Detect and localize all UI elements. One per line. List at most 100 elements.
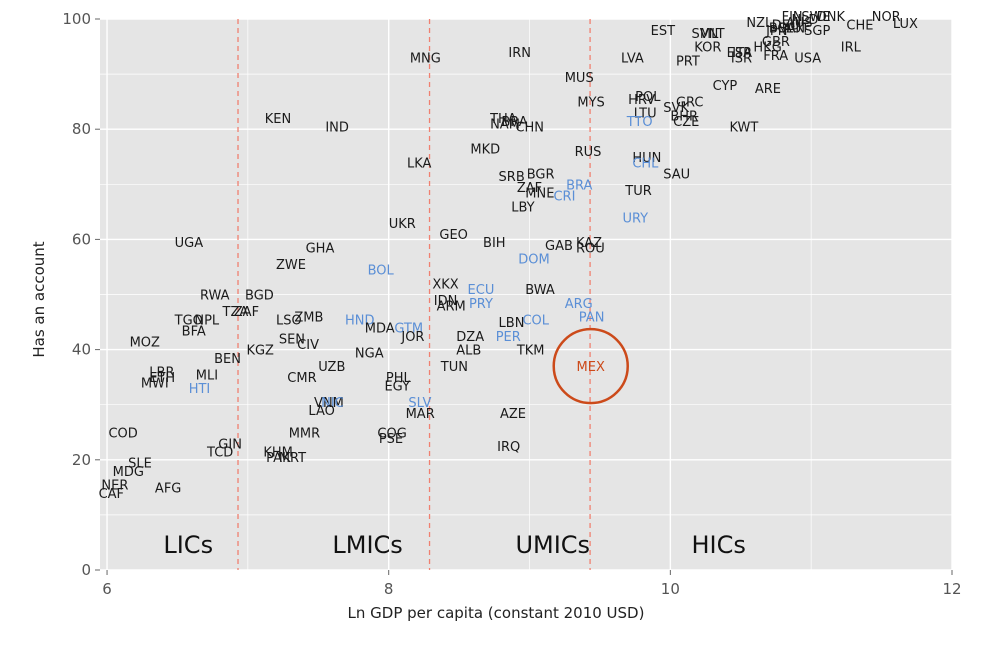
- country-label: CRI: [553, 189, 575, 204]
- country-label: BOL: [368, 264, 395, 279]
- country-label: ESP: [727, 46, 751, 61]
- country-label: LUX: [893, 17, 918, 32]
- country-label: GRC: [676, 96, 704, 111]
- country-label: TUN: [440, 360, 468, 375]
- country-label: MMR: [289, 426, 320, 441]
- country-label: IND: [325, 120, 349, 135]
- country-label: DZA: [456, 330, 484, 345]
- region-label: LICs: [163, 531, 213, 559]
- country-label: TZA: [222, 305, 249, 320]
- y-axis-title: Has an account: [30, 241, 48, 357]
- country-label: PAK: [266, 451, 291, 466]
- y-tick-label: 100: [62, 10, 91, 28]
- y-tick-label: 20: [72, 451, 91, 469]
- country-label: BFA: [182, 324, 206, 339]
- country-label: PAN: [579, 311, 605, 326]
- country-label: TCD: [206, 446, 233, 461]
- country-label: AUS: [786, 16, 813, 31]
- x-axis-title: Ln GDP per capita (constant 2010 USD): [348, 604, 645, 622]
- country-label: GHA: [306, 242, 335, 257]
- country-label: MAR: [406, 407, 435, 422]
- country-label: TTO: [626, 115, 653, 130]
- country-label: MYS: [577, 96, 604, 111]
- country-label: ZWE: [276, 258, 306, 273]
- country-label: ECU: [468, 283, 495, 298]
- country-label: ZAF: [234, 305, 259, 320]
- country-label: CMR: [287, 371, 316, 386]
- country-label: UZB: [318, 360, 345, 375]
- country-label: SLE: [128, 457, 152, 472]
- country-label: IRQ: [497, 440, 520, 455]
- country-label: IRN: [508, 46, 531, 61]
- country-label: CAF: [99, 487, 124, 502]
- country-label: TGO: [174, 313, 203, 328]
- country-label: NPL: [194, 313, 220, 328]
- income-group-labels: LICs LMICs UMICs HICs: [163, 531, 745, 559]
- country-label: CHN: [515, 120, 544, 135]
- country-label: CAN: [777, 21, 805, 36]
- country-label: CIV: [297, 338, 319, 353]
- country-label: MKD: [470, 142, 500, 157]
- country-label: UGA: [175, 236, 204, 251]
- country-label: ZAF: [517, 181, 542, 196]
- country-label: PHL: [386, 371, 412, 386]
- country-label: JOR: [400, 330, 424, 345]
- country-label: PRY: [469, 297, 493, 312]
- country-label: ARG: [565, 297, 593, 312]
- country-label: NIC: [321, 396, 344, 411]
- country-label: RWA: [200, 289, 230, 304]
- country-label: AUT: [783, 21, 809, 36]
- country-label: DOM: [518, 253, 549, 268]
- country-label: MLI: [196, 368, 218, 383]
- country-label: NOR: [872, 10, 901, 25]
- country-label: SVK: [663, 101, 689, 116]
- country-label: SAU: [663, 167, 690, 182]
- country-label: KWT: [729, 120, 758, 135]
- country-label: BGD: [245, 289, 274, 304]
- country-label: THA: [489, 112, 517, 127]
- country-label: MLT: [700, 27, 725, 42]
- focus-highlight: MEX: [552, 327, 629, 405]
- country-label: GAB: [545, 239, 573, 254]
- focus-country-label: MEX: [577, 360, 605, 375]
- y-tick-label: 40: [72, 341, 91, 359]
- country-label: SGP: [804, 24, 830, 39]
- country-label: NZL: [746, 16, 773, 31]
- country-label: KOR: [694, 41, 721, 56]
- country-label: HUN: [632, 151, 661, 166]
- country-label: NAM: [490, 118, 520, 133]
- region-label: UMICs: [515, 531, 590, 559]
- country-label: KEN: [265, 112, 291, 127]
- country-label: COL: [522, 313, 549, 328]
- country-label: MOZ: [130, 335, 160, 350]
- country-label: AFG: [155, 481, 181, 496]
- income-group-dividers: [237, 19, 591, 570]
- country-label: FIN: [782, 10, 803, 25]
- country-label: MDA: [365, 322, 395, 337]
- country-label: XKX: [432, 277, 458, 292]
- country-label: CZE: [673, 115, 699, 130]
- country-label: SLV: [408, 396, 431, 411]
- y-tick-label: 80: [72, 120, 91, 138]
- region-label: LMICs: [332, 531, 402, 559]
- country-label: ARE: [755, 82, 781, 97]
- country-label: MNE: [525, 187, 554, 202]
- country-label: URY: [622, 211, 648, 226]
- country-label: GEO: [439, 228, 468, 243]
- country-label: TKM: [516, 344, 545, 359]
- country-label: GIN: [218, 437, 242, 452]
- region-label: HICs: [691, 531, 745, 559]
- country-label: BWA: [525, 283, 555, 298]
- country-label: LAO: [308, 404, 334, 419]
- country-label: DEU: [772, 19, 800, 34]
- country-label: BHR: [670, 109, 698, 124]
- country-label: NLD: [791, 13, 818, 28]
- country-label: USA: [794, 52, 821, 67]
- country-label: LSO: [276, 313, 302, 328]
- country-label: KGZ: [246, 344, 274, 359]
- country-label: AZE: [500, 407, 526, 422]
- country-label: POL: [635, 90, 661, 105]
- country-label: MNG: [410, 52, 441, 67]
